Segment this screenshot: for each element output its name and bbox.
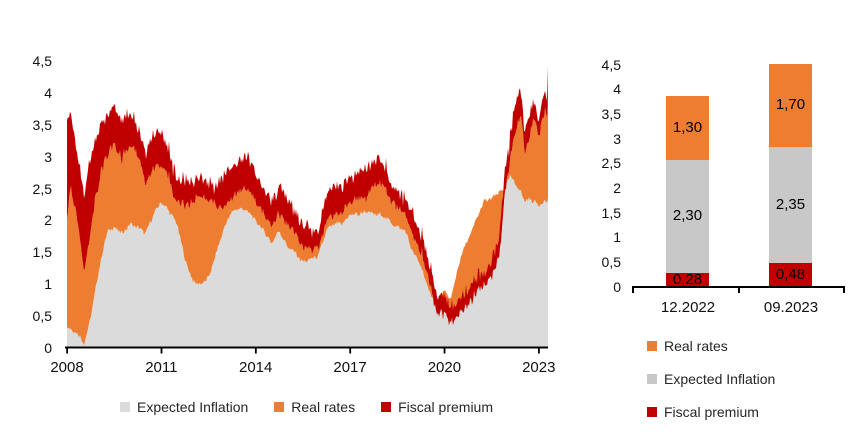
- y-tick-label: 0: [44, 339, 52, 356]
- area-chart-x-axis-line: [65, 346, 548, 349]
- bar-value-label: 0,28: [672, 271, 703, 289]
- bar-value-label: 2,35: [775, 196, 806, 214]
- area-series: [67, 96, 548, 346]
- bar-chart-legend: Real rates Expected Inflation Fiscal pre…: [647, 338, 775, 420]
- x-axis-tick: [443, 348, 446, 354]
- real-rates-swatch-icon: [647, 341, 657, 351]
- y-tick-label: 1,5: [601, 204, 621, 221]
- y-tick-label: 4,5: [601, 56, 621, 73]
- x-tick-label: 2011: [145, 359, 178, 376]
- bar-value-label: 2,30: [672, 207, 703, 225]
- bar-category-label: 12.2022: [660, 299, 716, 316]
- fiscal-premium-swatch-icon: [381, 402, 392, 412]
- area-chart-plot: [65, 66, 548, 354]
- y-tick-label: 4: [44, 85, 52, 102]
- y-tick-label: 2: [44, 212, 52, 229]
- y-tick-label: 4,5: [32, 53, 52, 70]
- bar-axis-tick: [737, 287, 740, 293]
- expected-inflation-swatch-icon: [119, 402, 130, 412]
- bar-chart-x-axis-line: [632, 285, 845, 288]
- bar-axis-tick: [843, 287, 845, 293]
- bar-segment: [769, 263, 812, 287]
- y-tick-label: 1: [44, 275, 52, 292]
- y-tick-label: 2,5: [32, 180, 52, 197]
- y-tick-label: 2: [613, 179, 621, 196]
- x-tick-label: 2020: [427, 359, 462, 376]
- x-tick-label: 2014: [239, 359, 273, 376]
- y-tick-label: 4: [613, 81, 621, 98]
- x-axis-tick: [66, 348, 69, 354]
- legend-label: Expected Inflation: [664, 371, 776, 387]
- y-tick-label: 3,5: [32, 117, 52, 134]
- legend-label: Real rates: [291, 399, 356, 415]
- legend-item-expected-inflation: Expected Inflation: [647, 371, 775, 387]
- y-tick-label: 0,5: [32, 307, 52, 324]
- y-tick-label: 3: [44, 148, 52, 165]
- legend-item-fiscal-premium: Fiscal premium: [647, 404, 775, 420]
- y-tick-label: 2,5: [601, 155, 621, 172]
- x-axis-tick: [538, 348, 540, 354]
- x-axis-tick: [349, 348, 352, 354]
- bar-segment: [666, 95, 709, 160]
- x-tick-label: 2023: [522, 359, 556, 376]
- legend-label: Expected Inflation: [136, 399, 249, 415]
- expected-inflation-swatch-icon: [647, 374, 657, 384]
- bar-segment: [666, 159, 709, 274]
- legend-label: Fiscal premium: [398, 399, 493, 415]
- x-axis-tick: [160, 348, 163, 354]
- y-tick-label: 3: [613, 130, 621, 147]
- fiscal-premium-swatch-icon: [647, 407, 657, 417]
- bar-value-label: 1,70: [775, 96, 806, 114]
- area-series: [67, 66, 548, 326]
- legend-item-expected-inflation: Expected Inflation: [119, 399, 249, 415]
- bar-segment: [769, 63, 812, 148]
- y-tick-label: 1: [613, 229, 621, 246]
- legend-item-fiscal-premium: Fiscal premium: [381, 399, 493, 415]
- x-axis-tick: [254, 348, 257, 354]
- legend-label: Real rates: [664, 338, 728, 354]
- legend-item-real-rates: Real rates: [647, 338, 775, 354]
- bar-value-label: 1,30: [672, 118, 703, 136]
- legend-item-real-rates: Real rates: [274, 399, 355, 415]
- area-chart-legend: Expected Inflation Real rates Fiscal pre…: [65, 399, 548, 415]
- x-tick-label: 2017: [333, 359, 367, 376]
- bar-category-label: 09.2023: [763, 299, 819, 316]
- bar-segment: [666, 273, 709, 287]
- legend-label: Fiscal premium: [664, 404, 759, 420]
- bar-axis-tick: [632, 287, 634, 293]
- bar-segment: [769, 147, 812, 264]
- bar-value-label: 0,48: [775, 266, 806, 284]
- y-tick-label: 0,5: [601, 253, 621, 270]
- real-rates-swatch-icon: [274, 402, 285, 412]
- y-tick-label: 0: [613, 278, 621, 295]
- x-tick-label: 2008: [50, 359, 84, 376]
- y-tick-label: 3,5: [601, 105, 621, 122]
- area-series: [67, 174, 548, 348]
- y-tick-label: 1,5: [32, 244, 52, 261]
